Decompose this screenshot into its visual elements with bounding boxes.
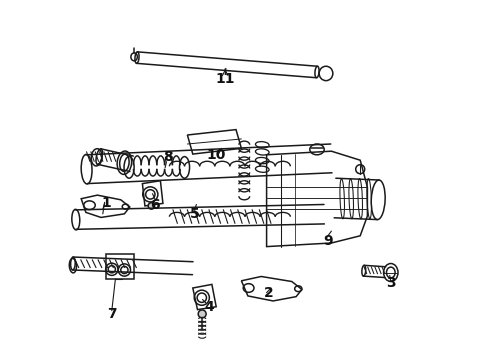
Text: 8: 8 bbox=[163, 150, 172, 163]
Ellipse shape bbox=[198, 310, 206, 318]
Text: 4: 4 bbox=[204, 300, 214, 314]
Text: 7: 7 bbox=[107, 307, 117, 321]
Text: 6: 6 bbox=[150, 198, 160, 212]
Text: 9: 9 bbox=[323, 234, 333, 248]
Text: 11: 11 bbox=[216, 72, 235, 86]
Text: 10: 10 bbox=[206, 148, 226, 162]
Text: 3: 3 bbox=[386, 276, 395, 289]
Text: 2: 2 bbox=[264, 287, 273, 300]
Text: 1: 1 bbox=[101, 197, 111, 210]
Ellipse shape bbox=[148, 203, 155, 209]
Text: 5: 5 bbox=[190, 207, 199, 221]
